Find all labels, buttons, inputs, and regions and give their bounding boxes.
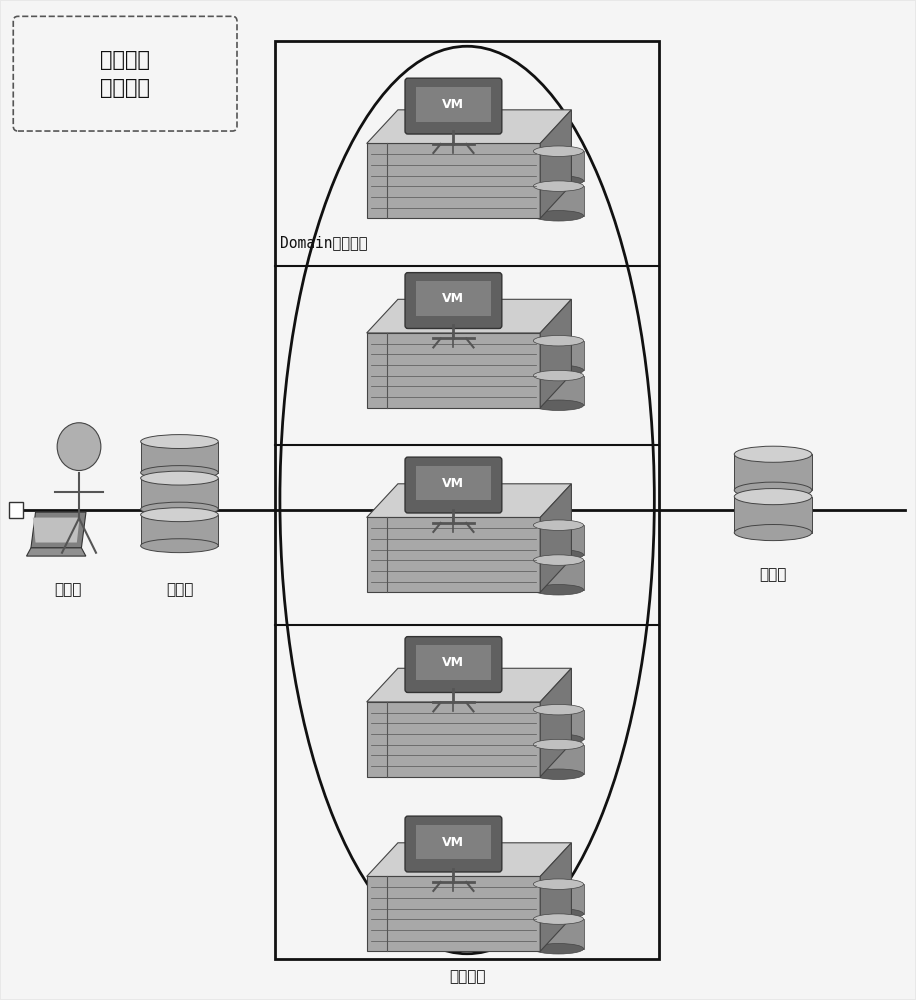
Ellipse shape — [533, 585, 583, 595]
FancyBboxPatch shape — [405, 457, 502, 513]
Ellipse shape — [533, 944, 583, 954]
Polygon shape — [366, 876, 540, 951]
Polygon shape — [540, 484, 572, 592]
Polygon shape — [540, 110, 572, 218]
Polygon shape — [540, 668, 572, 777]
Ellipse shape — [735, 525, 812, 541]
FancyBboxPatch shape — [416, 87, 491, 122]
Ellipse shape — [141, 466, 218, 480]
Ellipse shape — [141, 435, 218, 449]
Polygon shape — [735, 497, 812, 533]
Text: 心跳盘: 心跳盘 — [166, 582, 193, 597]
Polygon shape — [533, 525, 583, 555]
Ellipse shape — [533, 769, 583, 779]
Ellipse shape — [533, 879, 583, 889]
Polygon shape — [533, 919, 583, 949]
Polygon shape — [533, 186, 583, 216]
Ellipse shape — [533, 370, 583, 381]
FancyBboxPatch shape — [416, 825, 491, 859]
FancyBboxPatch shape — [416, 466, 491, 500]
Text: VM: VM — [442, 477, 464, 490]
Bar — [8, 502, 23, 518]
Polygon shape — [141, 515, 218, 546]
Ellipse shape — [533, 914, 583, 924]
Polygon shape — [366, 668, 572, 702]
FancyBboxPatch shape — [405, 816, 502, 872]
FancyBboxPatch shape — [405, 637, 502, 692]
Polygon shape — [33, 518, 80, 543]
Polygon shape — [533, 151, 583, 181]
Polygon shape — [141, 442, 218, 473]
Polygon shape — [533, 341, 583, 370]
FancyBboxPatch shape — [13, 16, 237, 131]
Polygon shape — [366, 143, 540, 218]
FancyBboxPatch shape — [416, 645, 491, 680]
Ellipse shape — [141, 471, 218, 485]
Ellipse shape — [533, 739, 583, 750]
Text: 管理员: 管理员 — [54, 582, 82, 597]
FancyBboxPatch shape — [416, 281, 491, 316]
Polygon shape — [141, 478, 218, 509]
Polygon shape — [533, 884, 583, 914]
Ellipse shape — [533, 704, 583, 715]
Ellipse shape — [735, 446, 812, 462]
Polygon shape — [366, 702, 540, 777]
Polygon shape — [533, 560, 583, 590]
Polygon shape — [540, 299, 572, 408]
Text: VM: VM — [442, 836, 464, 849]
Polygon shape — [735, 454, 812, 490]
Text: VM: VM — [442, 98, 464, 111]
Ellipse shape — [533, 550, 583, 560]
Polygon shape — [366, 333, 540, 408]
Polygon shape — [533, 376, 583, 405]
FancyBboxPatch shape — [405, 273, 502, 328]
Polygon shape — [366, 517, 540, 592]
Text: VM: VM — [442, 292, 464, 305]
Ellipse shape — [533, 335, 583, 346]
Ellipse shape — [533, 909, 583, 919]
Circle shape — [57, 423, 101, 471]
Ellipse shape — [735, 489, 812, 505]
Ellipse shape — [533, 365, 583, 376]
Ellipse shape — [533, 734, 583, 745]
Polygon shape — [533, 710, 583, 739]
Polygon shape — [540, 843, 572, 951]
Polygon shape — [366, 110, 572, 143]
Polygon shape — [31, 512, 86, 548]
Ellipse shape — [533, 400, 583, 410]
Text: Domain（集群）: Domain（集群） — [280, 235, 367, 250]
Ellipse shape — [533, 555, 583, 565]
Ellipse shape — [141, 508, 218, 522]
Ellipse shape — [533, 211, 583, 221]
Ellipse shape — [533, 176, 583, 186]
Text: 数据盘: 数据盘 — [759, 567, 787, 582]
Ellipse shape — [533, 181, 583, 191]
Ellipse shape — [735, 482, 812, 498]
Polygon shape — [533, 745, 583, 774]
Polygon shape — [366, 843, 572, 876]
Polygon shape — [366, 299, 572, 333]
Ellipse shape — [533, 520, 583, 530]
Ellipse shape — [141, 539, 218, 553]
Polygon shape — [27, 548, 86, 556]
FancyBboxPatch shape — [405, 78, 502, 134]
Text: 服务器虚
拟化系统: 服务器虚 拟化系统 — [100, 50, 149, 98]
Ellipse shape — [141, 502, 218, 516]
Ellipse shape — [533, 146, 583, 156]
Polygon shape — [366, 484, 572, 517]
Text: VM: VM — [442, 656, 464, 669]
Text: 计算节点: 计算节点 — [449, 969, 485, 984]
